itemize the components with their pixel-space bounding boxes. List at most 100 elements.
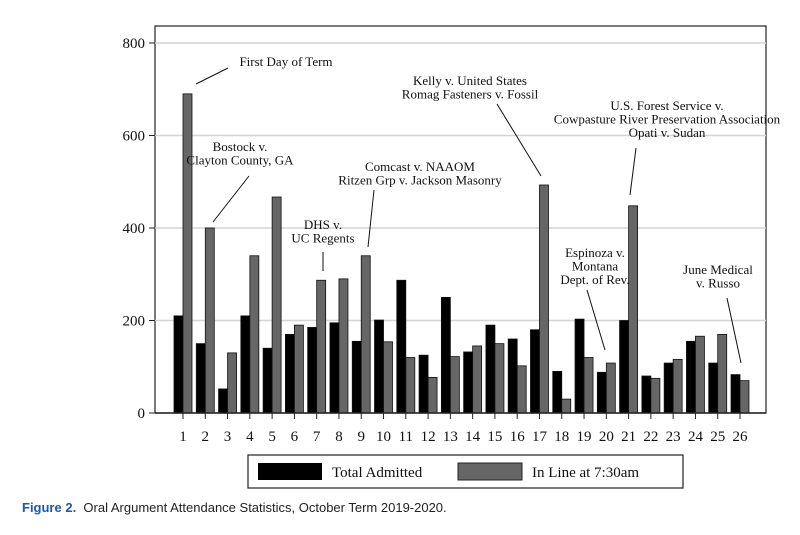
annotation-text: Comcast v. NAAOM: [365, 159, 475, 174]
bar-in-line: [695, 335, 705, 414]
x-tick-label: 21: [621, 429, 636, 445]
bar-in-line: [717, 333, 728, 414]
bar-total-admitted: [240, 315, 251, 414]
x-tick-label: 18: [554, 429, 569, 445]
bar-total-admitted: [730, 374, 741, 414]
bar-in-line: [405, 357, 416, 414]
annotation-text: June Medical: [683, 262, 753, 277]
bar-total-admitted: [663, 362, 674, 414]
x-tick-label: 7: [313, 429, 321, 445]
y-tick-label: 600: [123, 129, 146, 145]
bar-in-line: [672, 358, 683, 414]
bar-in-line: [628, 205, 638, 414]
bar-total-admitted: [329, 322, 340, 414]
bar-in-line: [539, 184, 549, 414]
annotation-text: U.S. Forest Service v.: [610, 98, 723, 113]
bar-in-line: [516, 365, 527, 414]
bar-total-admitted: [218, 388, 228, 414]
bar-total-admitted: [463, 351, 474, 414]
bar-in-line: [271, 196, 282, 414]
bar-total-admitted: [552, 370, 563, 414]
bar-in-line: [650, 377, 661, 414]
bar-in-line: [449, 356, 460, 414]
annotation-leader-line: [496, 103, 542, 177]
x-tick-label: 3: [224, 429, 232, 445]
annotation-leader-line: [195, 67, 229, 85]
legend-label-in-line: In Line at 7:30am: [532, 465, 639, 481]
legend: Total Admitted In Line at 7:30am: [247, 454, 684, 489]
x-tick-label: 23: [666, 429, 681, 445]
bar-in-line: [561, 398, 572, 414]
annotation-text: Romag Fasteners v. Fossil: [402, 87, 539, 102]
annotation: DHS v.UC Regents: [291, 217, 355, 271]
bar-in-line: [249, 255, 260, 414]
x-tick-label: 24: [688, 429, 704, 445]
annotation-leader-line: [212, 175, 250, 223]
x-tick-label: 4: [246, 429, 254, 445]
bar-total-admitted: [708, 362, 719, 414]
bar-in-line: [427, 376, 438, 414]
annotation-text: v. Russo: [696, 276, 740, 291]
bar-total-admitted: [596, 371, 607, 414]
bar-total-admitted: [619, 320, 629, 414]
annotation-text: Bostock v.: [213, 139, 268, 154]
bar-total-admitted: [507, 338, 518, 414]
bar-total-admitted: [396, 279, 407, 414]
bar-total-admitted: [485, 324, 496, 414]
bar-in-line: [583, 357, 594, 414]
annotation-text: Montana: [572, 259, 618, 274]
bar-total-admitted: [307, 327, 318, 414]
x-tick-label: 6: [291, 429, 299, 445]
bar-in-line: [227, 352, 237, 414]
bar-in-line: [472, 345, 483, 414]
annotation-leader-line: [586, 289, 606, 351]
bar-in-line: [360, 255, 371, 414]
x-tick-label: 26: [733, 429, 749, 445]
annotation: First Day of Term: [195, 54, 333, 85]
x-tick-label: 9: [357, 429, 365, 445]
x-tick-label: 22: [643, 429, 658, 445]
bar-total-admitted: [418, 354, 429, 414]
figure-caption: Figure 2. Oral Argument Attendance Stati…: [22, 500, 447, 515]
bar-in-line: [293, 324, 304, 414]
annotation-text: First Day of Term: [239, 54, 332, 69]
x-tick-label: 20: [599, 429, 614, 445]
bar-total-admitted: [686, 340, 696, 414]
annotation-text: Clayton County, GA: [186, 153, 294, 168]
annotation-text: Dept. of Rev.: [560, 272, 629, 287]
bar-total-admitted: [195, 343, 206, 414]
y-tick-label: 200: [123, 314, 146, 330]
y-tick-label: 800: [123, 36, 146, 52]
bar-in-line: [182, 93, 193, 414]
annotation-text: Cowpasture River Preservation Associatio…: [554, 112, 781, 127]
legend-swatch-in-line: [457, 462, 523, 481]
x-tick-label: 14: [465, 429, 481, 445]
x-tick-label: 10: [376, 429, 391, 445]
x-tick-label: 15: [487, 429, 502, 445]
x-tick-label: 16: [510, 429, 526, 445]
x-tick-label: 2: [202, 429, 210, 445]
bar-in-line: [605, 362, 616, 414]
caption-text: Oral Argument Attendance Statistics, Oct…: [83, 500, 447, 515]
annotation-text: DHS v.: [304, 217, 342, 232]
x-tick-label: 17: [532, 429, 548, 445]
bar-total-admitted: [641, 375, 652, 414]
x-tick-label: 19: [577, 429, 592, 445]
bar-total-admitted: [374, 319, 384, 414]
annotation-leader-line: [726, 297, 742, 364]
annotation-leader-line: [367, 189, 375, 248]
bar-total-admitted: [530, 329, 540, 414]
bar-in-line: [739, 380, 750, 414]
bar-total-admitted: [173, 315, 184, 414]
x-tick-label: 11: [399, 429, 413, 445]
bar-total-admitted: [351, 340, 362, 414]
bar-in-line: [494, 343, 505, 414]
annotation-text: Opati v. Sudan: [629, 125, 706, 140]
annotation-text: Kelly v. United States: [413, 73, 527, 88]
x-tick-label: 8: [335, 429, 343, 445]
x-tick-label: 12: [421, 429, 436, 445]
